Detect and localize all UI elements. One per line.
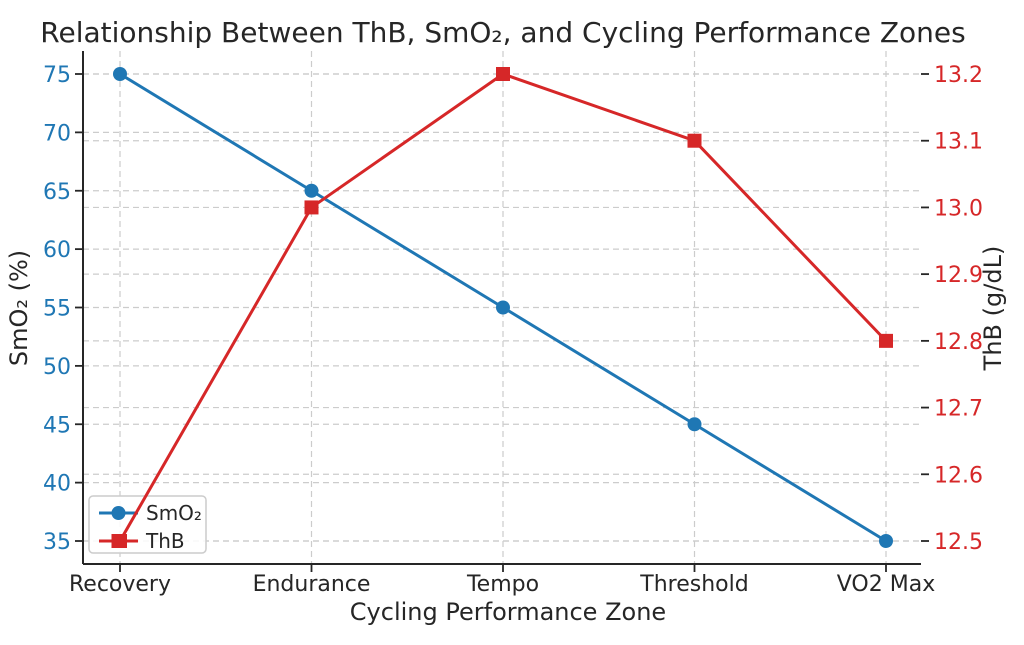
right-tick-label: 12.9: [934, 263, 983, 288]
data-point-circle: [687, 417, 702, 432]
legend-marker-circle: [111, 506, 126, 520]
x-tick-label: Recovery: [69, 572, 171, 597]
data-point-circle: [879, 534, 893, 548]
left-tick-label: 35: [43, 530, 71, 555]
data-point-circle: [113, 67, 127, 81]
right-tick-label: 12.6: [934, 463, 983, 488]
x-axis-label: Cycling Performance Zone: [350, 598, 666, 626]
right-tick-label: 12.7: [934, 397, 983, 422]
left-tick-label: 60: [43, 238, 71, 263]
legend: SmO₂ ThB: [88, 495, 207, 554]
series-layer: [113, 67, 893, 548]
data-point-square: [687, 133, 702, 148]
x-tick-label: Threshold: [639, 572, 748, 597]
left-tick-label: 45: [43, 413, 71, 438]
series-smo2: [113, 67, 893, 548]
data-point-square: [496, 67, 510, 81]
right-tick-label: 12.8: [934, 330, 983, 355]
left-tick-label: 40: [43, 472, 71, 497]
data-point-square: [304, 200, 319, 215]
data-point-square: [879, 333, 893, 348]
x-tick-label: VO2 Max: [837, 572, 935, 597]
right-tick-label: 13.2: [934, 63, 983, 88]
left-tick-label: 70: [43, 121, 71, 146]
data-point-circle: [496, 300, 510, 315]
left-tick-label: 75: [43, 63, 71, 88]
series-thb: [113, 67, 893, 548]
left-tick-label: 55: [43, 297, 71, 322]
left-y-axis-label: SmO₂ (%): [5, 250, 33, 366]
x-tick-label: Tempo: [466, 572, 539, 597]
axes-layer: 35 40 45 50 55 60 65 70 75 12.5 12.6 12.7 12.8 12.9 13…: [43, 51, 983, 597]
right-y-axis-label: ThB (g/dL): [979, 246, 1007, 372]
x-tick-label: Endurance: [253, 572, 371, 597]
left-tick-label: 50: [43, 355, 71, 380]
left-tick-label: 65: [43, 180, 71, 205]
chart-title: Relationship Between ThB, SmO₂, and Cycl…: [40, 16, 965, 49]
legend-label: SmO₂: [146, 501, 202, 525]
right-tick-label: 12.5: [934, 530, 983, 555]
right-tick-label: 13.0: [934, 196, 983, 221]
right-tick-label: 13.1: [934, 130, 983, 155]
legend-label: ThB: [145, 529, 185, 553]
data-point-square: [113, 534, 127, 548]
data-point-circle: [304, 183, 319, 198]
